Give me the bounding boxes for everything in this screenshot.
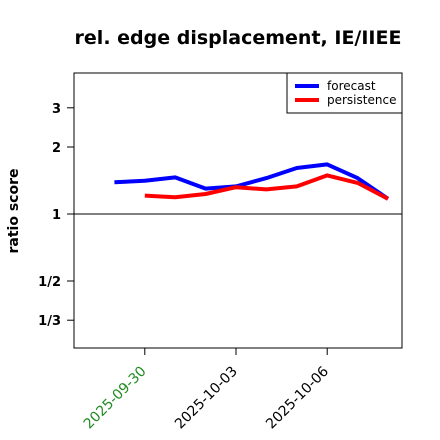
chart-title: rel. edge displacement, IE/IIEE [75, 27, 402, 49]
legend-box [286, 72, 403, 114]
plot-area: 1/3 1/2 1 2 3 2025-09-30 2025-10-03 2025-10-06 f… [38, 72, 403, 433]
y-tick-label: 2 [52, 141, 61, 156]
y-tick-label: 1/3 [38, 314, 61, 329]
legend-label-forecast: forecast [327, 79, 376, 93]
series-line-persistence [144, 173, 389, 201]
legend-label-persistence: persistence [327, 93, 396, 107]
series-line-forecast [114, 162, 390, 201]
y-tick-label: 1/2 [38, 275, 61, 290]
x-tick-label: 2025-10-06 [263, 363, 332, 432]
y-tick-label: 1 [52, 208, 61, 223]
y-tick-label: 3 [52, 102, 61, 117]
x-tick-label: 2025-09-30 [81, 364, 150, 433]
x-tick-label: 2025-10-03 [172, 364, 241, 433]
y-axis-label: ratio score [6, 169, 22, 254]
plot-frame [73, 72, 403, 349]
